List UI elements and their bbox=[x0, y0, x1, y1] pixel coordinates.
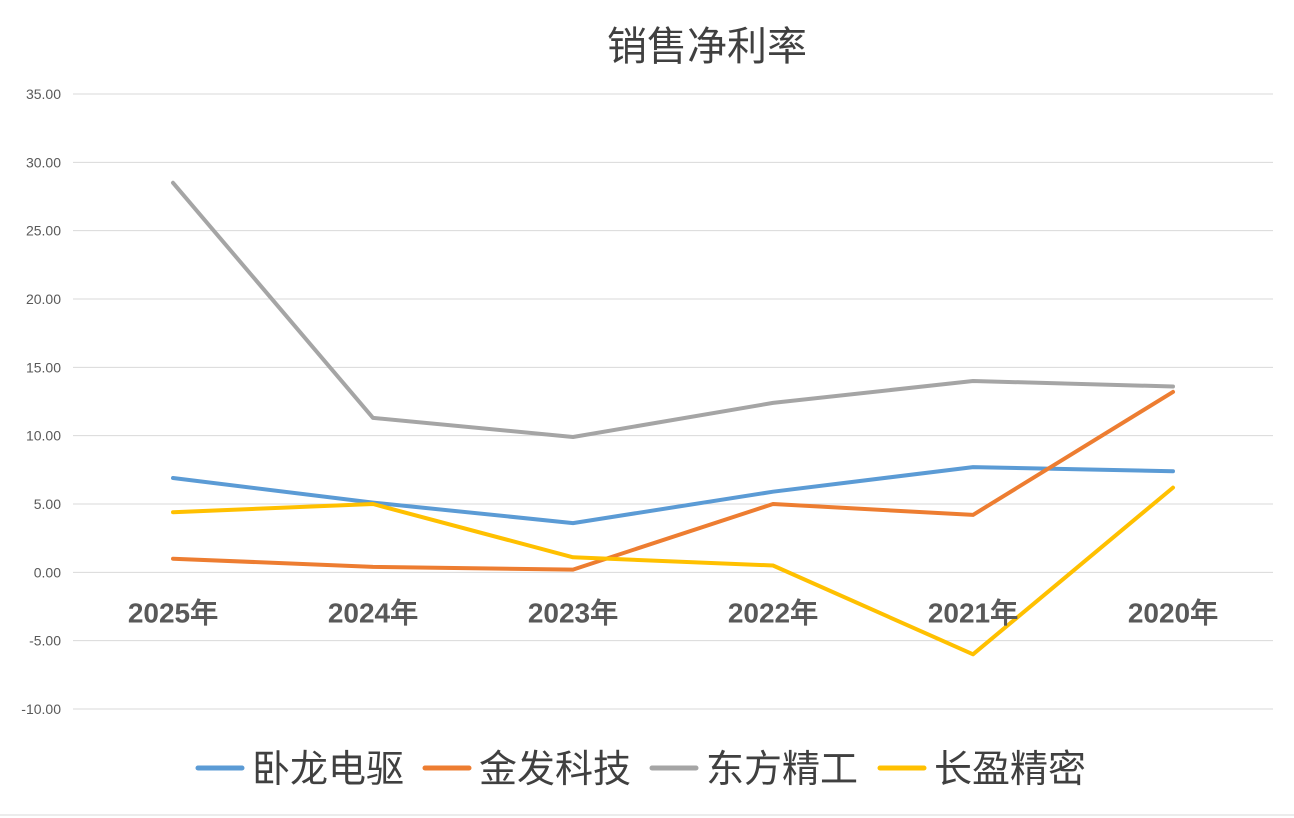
y-axis-ticks: 35.00 30.00 25.00 20.00 15.00 10.00 5.00 0.00 -5… bbox=[21, 86, 61, 717]
x-tick-label: 2020年 bbox=[1128, 596, 1218, 628]
y-tick-label: 35.00 bbox=[26, 86, 61, 102]
y-tick-label: 20.00 bbox=[26, 291, 61, 307]
y-tick-label: 10.00 bbox=[26, 428, 61, 444]
x-tick-label: 2023年 bbox=[528, 596, 618, 628]
series-line-东方精工 bbox=[171, 180, 1175, 439]
y-tick-label: 30.00 bbox=[26, 154, 61, 170]
legend-label: 长盈精密 bbox=[934, 747, 1086, 791]
series-line-长盈精密 bbox=[171, 485, 1175, 657]
series-lines bbox=[171, 180, 1175, 657]
x-tick-label: 2025年 bbox=[128, 596, 218, 628]
gridlines bbox=[73, 93, 1273, 710]
series-line-卧龙电驱 bbox=[171, 465, 1175, 526]
legend-label: 金发科技 bbox=[479, 747, 631, 791]
x-tick-label: 2022年 bbox=[728, 596, 818, 628]
y-tick-label: -10.00 bbox=[21, 701, 61, 717]
x-tick-label: 2024年 bbox=[328, 596, 418, 628]
chart-title: 销售净利率 bbox=[607, 24, 807, 70]
y-tick-label: 25.00 bbox=[26, 223, 61, 239]
legend-label: 卧龙电驱 bbox=[252, 747, 404, 791]
y-tick-label: 0.00 bbox=[34, 564, 61, 580]
legend-label: 东方精工 bbox=[706, 747, 858, 791]
legend: 卧龙电驱 金发科技 东方精工 长盈精密 bbox=[195, 747, 1086, 791]
x-tick-label: 2021年 bbox=[928, 596, 1018, 628]
x-axis-ticks: 2025年 2024年 2023年 2022年 2021年 2020年 bbox=[128, 596, 1218, 628]
y-tick-label: 15.00 bbox=[26, 359, 61, 375]
y-tick-label: 5.00 bbox=[34, 496, 61, 512]
series-line-金发科技 bbox=[171, 389, 1175, 572]
y-tick-label: -5.00 bbox=[29, 633, 61, 649]
